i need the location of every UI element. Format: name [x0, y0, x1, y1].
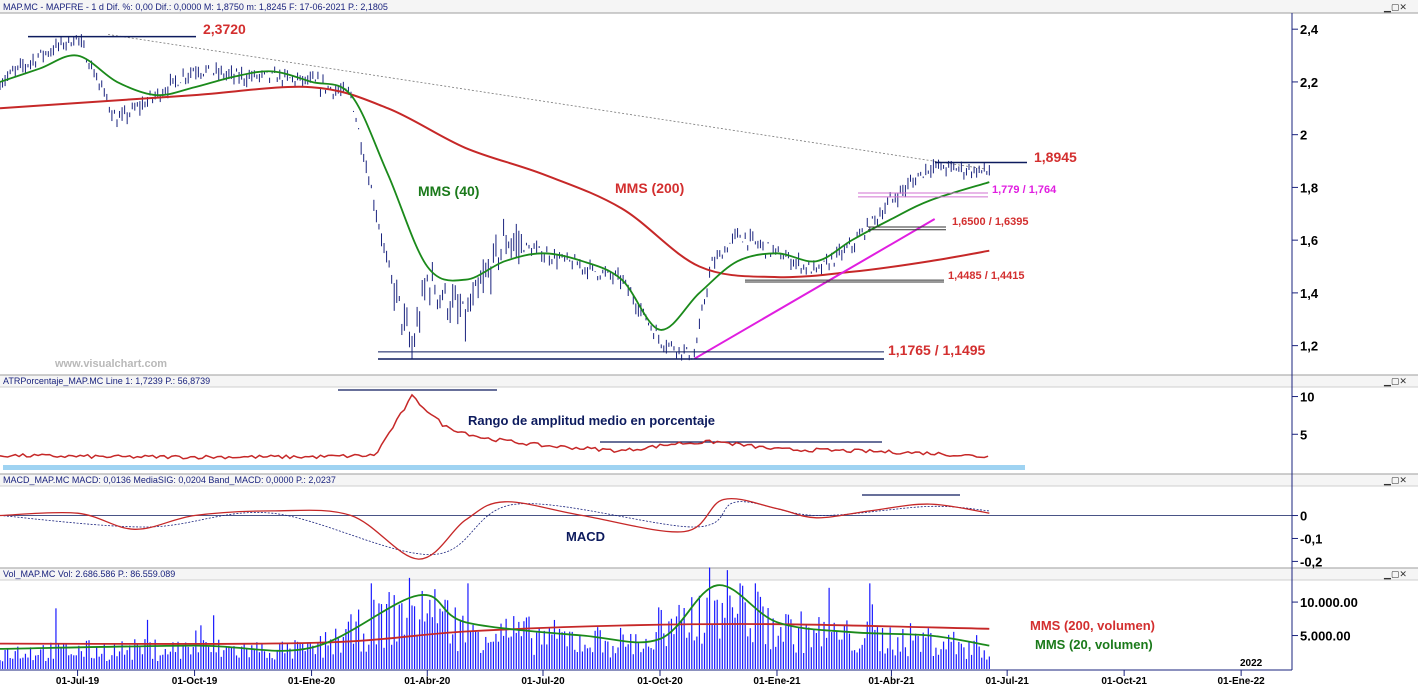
y-tick-label: -0,2 [1300, 554, 1322, 569]
y-tick-label: 1,6 [1300, 233, 1318, 248]
vol-sma20-line [0, 584, 990, 652]
y-tick-label: 2 [1300, 128, 1307, 143]
macd-panel-header: MACD_MAP.MC MACD: 0,0136 MediaSIG: 0,020… [3, 475, 336, 485]
label-resistance: 1,8945 [1034, 149, 1077, 165]
y-tick-label: 0 [1300, 509, 1307, 524]
minimize-icon[interactable]: ▁▢✕ [1383, 3, 1407, 13]
label-macd: MACD [566, 529, 605, 544]
support-trendline [693, 218, 936, 360]
label-zone-3: 1,4485 / 1,4415 [948, 270, 1024, 282]
y-tick-label: 2,4 [1300, 22, 1319, 37]
y-tick-label: 5.000.00 [1300, 629, 1351, 644]
y-tick-label: -0,1 [1300, 531, 1322, 546]
year-marker: 2022 [1240, 658, 1263, 669]
label-vol-sma200: MMS (200, volumen) [1030, 618, 1155, 633]
atr-line [0, 393, 989, 460]
watermark: www.visualchart.com [54, 358, 167, 370]
macd-line [0, 497, 990, 560]
atr-band [3, 465, 1025, 470]
x-tick-label: 01-Oct-21 [1101, 676, 1147, 687]
label-vol-sma20: MMS (20, volumen) [1035, 637, 1153, 652]
x-tick-label: 01-Jul-19 [56, 676, 100, 687]
y-tick-label: 1,2 [1300, 339, 1318, 354]
y-tick-label: 5 [1300, 427, 1307, 442]
atr-panel-header: ATRPorcentaje_MAP.MC Line 1: 1,7239 P.: … [3, 376, 210, 386]
vol-sma200-line [0, 623, 990, 645]
x-tick-label: 01-Oct-19 [172, 676, 218, 687]
sma40-line [0, 54, 990, 331]
minimize-icon[interactable]: ▁▢✕ [1383, 377, 1407, 387]
x-tick-label: 01-Ene-22 [1218, 676, 1266, 687]
price-panel-header: MAP.MC - MAPFRE - 1 d Dif. %: 0,00 Dif.:… [3, 2, 388, 12]
x-tick-label: 01-Abr-21 [868, 676, 915, 687]
atr-panel [0, 389, 1025, 470]
minimize-icon[interactable]: ▁▢✕ [1383, 476, 1407, 486]
volume-panel [0, 567, 990, 669]
x-tick-label: 01-Jul-20 [521, 676, 565, 687]
macd-panel [0, 494, 1292, 560]
y-tick-label: 1,8 [1300, 180, 1318, 195]
x-tick-label: 01-Jul-21 [985, 676, 1029, 687]
label-atr: Rango de amplitud medio en porcentaje [468, 413, 715, 428]
price-panel [0, 34, 1027, 361]
label-zone-2: 1,6500 / 1,6395 [952, 216, 1028, 228]
y-tick-label: 10 [1300, 390, 1314, 405]
window-controls[interactable]: ▁▢✕ ▁▢✕ ▁▢✕ ▁▢✕ [1383, 3, 1407, 580]
x-tick-label: 01-Abr-20 [404, 676, 451, 687]
x-tick-label: 01-Oct-20 [637, 676, 683, 687]
label-lows: 1,1765 / 1,1495 [888, 342, 986, 358]
volume-panel-header: Vol_MAP.MC Vol: 2.686.586 P.: 86.559.089 [3, 569, 175, 579]
label-sma200: MMS (200) [615, 180, 684, 196]
label-sma40: MMS (40) [418, 183, 479, 199]
minimize-icon[interactable]: ▁▢✕ [1383, 570, 1407, 580]
label-high-level: 2,3720 [203, 21, 246, 37]
y-tick-label: 1,4 [1300, 286, 1319, 301]
y-tick-label: 10.000.00 [1300, 595, 1358, 610]
axes: 2,4 2,2 2 1,8 1,6 1,4 1,2 10 5 0 -0,1 -0,2 10.000.00… [56, 22, 1358, 687]
label-zone-1: 1,779 / 1,764 [992, 184, 1057, 196]
x-tick-label: 01-Ene-21 [753, 676, 801, 687]
y-tick-label: 2,2 [1300, 75, 1318, 90]
x-tick-label: 01-Ene-20 [288, 676, 336, 687]
